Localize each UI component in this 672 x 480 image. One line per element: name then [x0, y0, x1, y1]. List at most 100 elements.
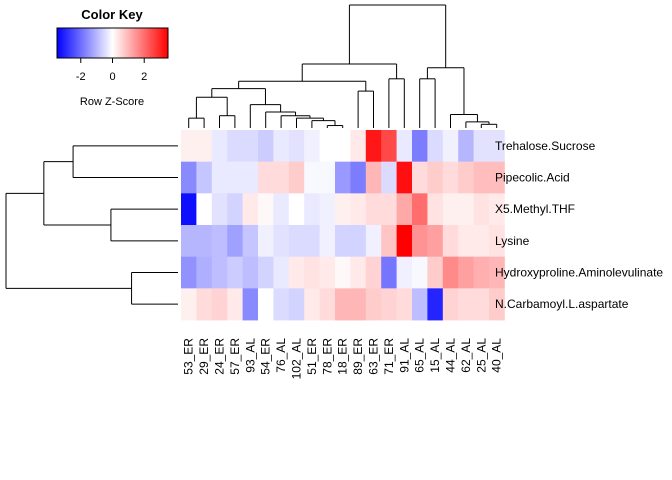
- heatmap-cell: [304, 161, 320, 194]
- heatmap-cell: [427, 288, 444, 321]
- heatmap-cell: [181, 193, 197, 226]
- heatmap-cell: [442, 256, 459, 289]
- heatmap-cell: [381, 288, 397, 321]
- heatmap-cell: [489, 225, 505, 258]
- heatmap-cell: [288, 256, 305, 289]
- heatmap-cell: [319, 256, 336, 289]
- heatmap-cell: [350, 288, 367, 321]
- heatmap-cell: [211, 130, 228, 163]
- heatmap-cell: [381, 256, 397, 289]
- heatmap-cell: [350, 225, 367, 258]
- heatmap-cell: [227, 256, 243, 289]
- heatmap-cell: [304, 256, 320, 289]
- heatmap-cell: [181, 256, 197, 289]
- heatmap-cell: [458, 161, 474, 194]
- heatmap-cell: [489, 161, 505, 194]
- column-label: 57_ER: [228, 338, 242, 375]
- heatmap-cell: [288, 288, 305, 321]
- color-key: Color Key -2 0 2 Row Z-Score: [56, 7, 169, 108]
- heatmap-cell: [196, 225, 213, 258]
- color-key-bar: [56, 27, 169, 59]
- heatmap-cell: [242, 225, 259, 258]
- heatmap-cell: [227, 288, 243, 321]
- heatmap-cell: [381, 193, 397, 226]
- heatmap-cell: [242, 288, 259, 321]
- heatmap-cell: [427, 225, 444, 258]
- heatmap-cell: [381, 225, 397, 258]
- heatmap-cell: [473, 225, 490, 258]
- heatmap-cell: [473, 288, 490, 321]
- heatmap-cell: [473, 256, 490, 289]
- heatmap-cell: [458, 193, 474, 226]
- column-label: 78_ER: [320, 338, 334, 375]
- heatmap-cell: [273, 288, 290, 321]
- heatmap-cell: [242, 161, 259, 194]
- heatmap-cell: [181, 288, 197, 321]
- heatmap-cell: [365, 130, 382, 163]
- heatmap-cell: [319, 130, 336, 163]
- column-label: 53_ER: [182, 338, 196, 375]
- heatmap-cell: [258, 193, 274, 226]
- heatmap-cell: [304, 225, 320, 258]
- heatmap-cell: [319, 193, 336, 226]
- heatmap-cell: [381, 161, 397, 194]
- heatmap-cell: [273, 225, 290, 258]
- heatmap-cell: [350, 130, 367, 163]
- heatmap-cell: [319, 161, 336, 194]
- heatmap-cell: [350, 161, 367, 194]
- heatmap-cell: [381, 130, 397, 163]
- heatmap-cell: [442, 161, 459, 194]
- heatmap-cell: [227, 161, 243, 194]
- row-labels: Trehalose.Sucrose Pipecolic.Acid X5.Methyl…: [495, 139, 663, 311]
- heatmap-cell: [412, 256, 428, 289]
- heatmap-cell: [412, 130, 428, 163]
- heatmap-cell: [335, 225, 351, 258]
- heatmap-cell: [365, 193, 382, 226]
- row-label: N.Carbamoyl.L.aspartate: [495, 297, 629, 311]
- heatmap-cell: [211, 225, 228, 258]
- column-label: 91_AL: [397, 338, 411, 373]
- heatmap-cell: [458, 225, 474, 258]
- row-label: X5.Methyl.THF: [495, 202, 575, 216]
- heatmap-cell: [181, 161, 197, 194]
- heatmap-cell: [273, 193, 290, 226]
- column-label: 25_AL: [474, 338, 488, 373]
- column-label: 71_ER: [382, 338, 396, 375]
- heatmap-cell: [227, 225, 243, 258]
- heatmap-cell: [365, 161, 382, 194]
- heatmap-cell: [365, 225, 382, 258]
- heatmap-cell: [319, 288, 336, 321]
- heatmap-cell: [350, 193, 367, 226]
- heatmap-cell: [273, 256, 290, 289]
- heatmap-cell: [473, 193, 490, 226]
- heatmap-cell: [335, 161, 351, 194]
- column-label: 93_AL: [243, 338, 257, 373]
- heatmap-cell: [396, 288, 413, 321]
- heatmap-cell: [458, 288, 474, 321]
- color-key-ticks: -2 0 2: [76, 58, 147, 83]
- heatmap-cell: [196, 130, 213, 163]
- heatmap-grid: [181, 130, 505, 321]
- heatmap-cell: [412, 288, 428, 321]
- row-label: Lysine: [495, 234, 530, 248]
- column-label: 63_ER: [367, 338, 381, 375]
- heatmap-cell: [288, 193, 305, 226]
- heatmap-cell: [273, 161, 290, 194]
- heatmap-cell: [442, 130, 459, 163]
- heatmap-cell: [458, 256, 474, 289]
- heatmap-cell: [396, 256, 413, 289]
- color-key-tick-label: 0: [109, 71, 115, 83]
- heatmap-cell: [319, 225, 336, 258]
- heatmap-cell: [396, 225, 413, 258]
- heatmap-cell: [412, 225, 428, 258]
- heatmap-cell: [335, 193, 351, 226]
- heatmap-cell: [412, 161, 428, 194]
- heatmap-cell: [288, 225, 305, 258]
- column-label: 102_AL: [290, 338, 304, 380]
- heatmap-cell: [396, 161, 413, 194]
- heatmap-cell: [427, 130, 444, 163]
- color-key-tick-label: -2: [76, 71, 86, 83]
- heatmap-cell: [442, 288, 459, 321]
- heatmap-cell: [258, 161, 274, 194]
- heatmap-cell: [489, 256, 505, 289]
